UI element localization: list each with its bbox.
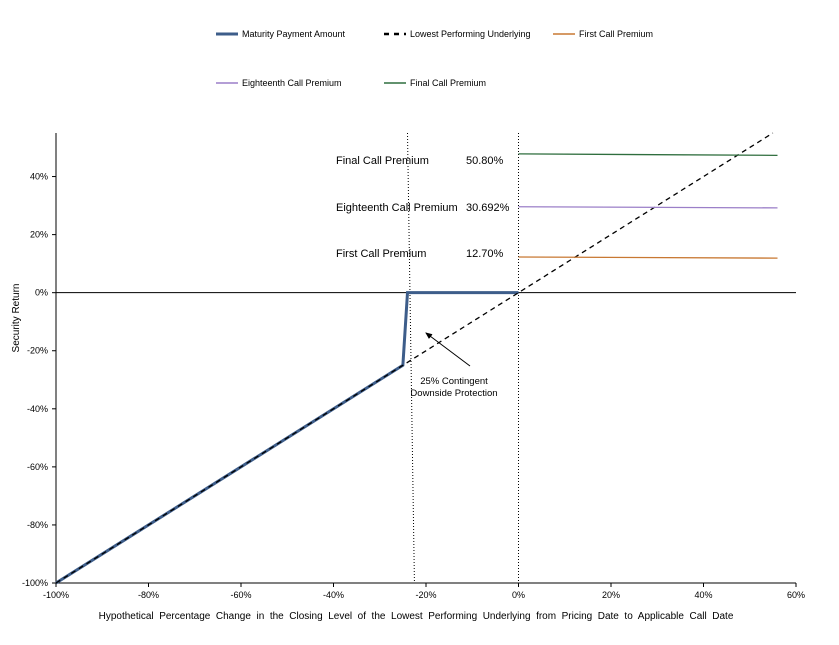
premium-label: Eighteenth Call Premium bbox=[336, 202, 458, 214]
series-layer bbox=[55, 132, 778, 585]
legend-item-final-call-premium: Final Call Premium bbox=[384, 78, 486, 88]
legend-label: Lowest Performing Underlying bbox=[410, 29, 531, 39]
x-tick-label: 60% bbox=[787, 590, 805, 600]
legend-item-lowest-performing-underlying: Lowest Performing Underlying bbox=[384, 29, 531, 39]
vertical-reference-line bbox=[407, 132, 415, 584]
annotation-text: Downside Protection bbox=[410, 388, 497, 399]
premium-label: Final Call Premium bbox=[336, 155, 429, 167]
premium-row: Eighteenth Call Premium 30.692% bbox=[336, 202, 510, 214]
x-axis-title: Hypothetical Percentage Change in the Cl… bbox=[99, 611, 734, 622]
legend-item-eighteenth-call-premium: Eighteenth Call Premium bbox=[216, 78, 342, 88]
y-tick-label: -20% bbox=[27, 346, 48, 356]
legend-item-maturity-payment-amount: Maturity Payment Amount bbox=[216, 29, 346, 39]
premium-value: 30.692% bbox=[466, 202, 510, 214]
premium-label: First Call Premium bbox=[336, 248, 426, 260]
premium-value: 50.80% bbox=[466, 155, 504, 167]
premium-row: First Call Premium 12.70% bbox=[336, 248, 504, 260]
series-line-final-call-premium bbox=[518, 153, 778, 157]
series-line-maturity-payment-amount bbox=[55, 291, 519, 585]
axes: -100% -80% -60% -40% -20% 0% 20% 40% -100% -80% -6… bbox=[11, 133, 805, 622]
x-tick-label: -80% bbox=[138, 590, 159, 600]
legend: Maturity Payment Amount Lowest Performing… bbox=[216, 29, 653, 88]
y-tick-label: 0% bbox=[35, 288, 48, 298]
x-tick-label: 0% bbox=[512, 590, 525, 600]
legend-item-first-call-premium: First Call Premium bbox=[553, 29, 653, 39]
y-tick-label: 20% bbox=[30, 230, 48, 240]
y-tick-label: -40% bbox=[27, 404, 48, 414]
y-tick-label: -80% bbox=[27, 520, 48, 530]
annotation-arrow bbox=[425, 332, 471, 367]
legend-label: First Call Premium bbox=[579, 29, 653, 39]
legend-label: Final Call Premium bbox=[410, 78, 486, 88]
series-line-first-call-premium bbox=[518, 256, 778, 259]
x-tick-label: -100% bbox=[43, 590, 69, 600]
premium-value: 12.70% bbox=[466, 248, 504, 260]
x-tick-label: -20% bbox=[415, 590, 436, 600]
x-tick-label: -40% bbox=[323, 590, 344, 600]
y-tick-label: 40% bbox=[30, 172, 48, 182]
x-tick-label: -60% bbox=[230, 590, 251, 600]
y-axis-title: Security Return bbox=[11, 284, 22, 353]
series-line-eighteenth-call-premium bbox=[518, 206, 778, 209]
annotations: Final Call Premium 50.80% Eighteenth Call … bbox=[336, 155, 510, 399]
reference-lines bbox=[407, 132, 519, 584]
x-tick-label: 20% bbox=[602, 590, 620, 600]
legend-label: Maturity Payment Amount bbox=[242, 29, 346, 39]
premium-row: Final Call Premium 50.80% bbox=[336, 155, 504, 167]
legend-label: Eighteenth Call Premium bbox=[242, 78, 342, 88]
y-tick-label: -60% bbox=[27, 462, 48, 472]
annotation-text: 25% Contingent bbox=[420, 376, 488, 387]
series-line-lowest-performing-underlying bbox=[55, 132, 774, 584]
x-tick-label: 40% bbox=[694, 590, 712, 600]
y-tick-label: -100% bbox=[22, 578, 48, 588]
